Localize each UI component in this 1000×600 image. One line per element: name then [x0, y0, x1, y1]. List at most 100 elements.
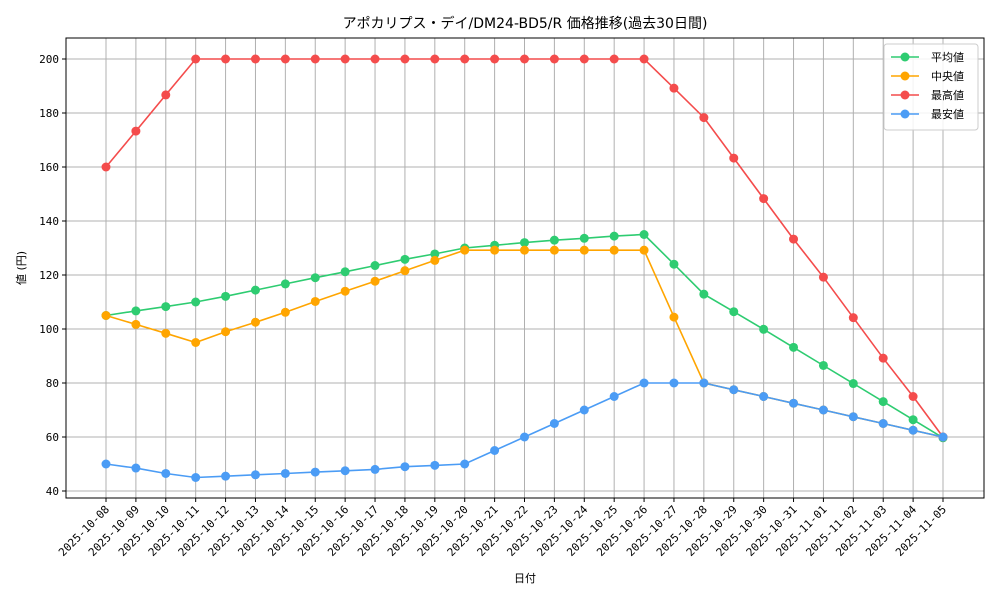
data-point	[310, 296, 320, 306]
data-point	[759, 194, 769, 204]
data-point	[848, 379, 858, 389]
legend-item: 平均値	[891, 51, 964, 64]
data-point	[131, 306, 141, 316]
data-point	[340, 286, 350, 296]
data-point	[280, 468, 290, 478]
data-point	[221, 471, 231, 481]
data-point	[579, 54, 589, 64]
data-point	[460, 459, 470, 469]
data-point	[878, 353, 888, 363]
data-point	[789, 234, 799, 244]
data-point	[729, 153, 739, 163]
data-point	[699, 378, 709, 388]
y-tick-label: 180	[39, 107, 59, 120]
data-point	[669, 259, 679, 269]
data-point	[250, 317, 260, 327]
data-point	[101, 459, 111, 469]
data-point	[848, 412, 858, 422]
x-axis-label: 日付	[514, 572, 536, 585]
data-point	[370, 261, 380, 271]
data-point	[759, 392, 769, 401]
data-point	[161, 90, 171, 100]
data-point	[669, 378, 679, 388]
data-point	[549, 54, 559, 64]
data-point	[131, 126, 141, 136]
legend-item: 最安値	[891, 107, 964, 121]
data-point	[609, 245, 619, 255]
data-point	[400, 462, 410, 472]
data-point	[460, 245, 470, 255]
data-point	[699, 289, 709, 299]
data-point	[490, 54, 500, 64]
data-point	[848, 313, 858, 323]
data-point	[878, 397, 888, 407]
y-tick-label: 60	[46, 431, 59, 444]
data-point	[161, 468, 171, 478]
data-point	[579, 245, 589, 255]
legend-item: 中央値	[891, 70, 964, 83]
data-point	[280, 279, 290, 289]
data-point	[908, 415, 918, 425]
data-point	[340, 54, 350, 64]
data-point	[430, 54, 440, 64]
data-point	[250, 285, 260, 295]
data-point	[878, 419, 888, 428]
data-point	[789, 342, 799, 352]
data-point	[609, 54, 619, 64]
legend-item: 最高値	[891, 88, 964, 102]
data-point	[370, 54, 380, 64]
data-point	[191, 297, 201, 307]
data-point	[908, 425, 918, 435]
data-point	[221, 291, 231, 301]
y-tick-label: 140	[39, 215, 59, 228]
data-point	[490, 245, 500, 255]
data-point	[639, 245, 649, 255]
data-point	[101, 311, 111, 320]
data-point	[280, 307, 290, 317]
series-3	[101, 378, 948, 482]
legend-label: 中央値	[931, 70, 964, 83]
data-point	[520, 238, 529, 248]
data-point	[280, 54, 290, 64]
legend-label: 最高値	[931, 88, 964, 102]
data-point	[520, 432, 529, 442]
legend-marker-icon	[900, 71, 910, 81]
data-point	[221, 54, 231, 64]
legend-marker-icon	[900, 52, 910, 62]
data-point	[101, 162, 111, 172]
data-point	[549, 419, 559, 428]
x-axis-ticks: 2025-10-082025-10-092025-10-102025-10-11…	[56, 498, 949, 559]
legend-label: 平均値	[931, 51, 964, 64]
data-point	[490, 446, 500, 455]
data-point	[520, 245, 529, 255]
data-point	[250, 54, 260, 64]
data-point	[221, 327, 231, 337]
data-point	[639, 378, 649, 388]
data-point	[549, 235, 559, 245]
data-point	[400, 254, 410, 264]
y-tick-label: 160	[39, 161, 59, 174]
data-series	[101, 54, 948, 482]
grid-lines	[66, 38, 984, 498]
y-tick-label: 100	[39, 323, 59, 336]
data-point	[310, 467, 320, 477]
data-point	[699, 113, 709, 123]
data-point	[639, 230, 649, 239]
y-tick-label: 80	[46, 377, 59, 390]
data-point	[131, 463, 141, 473]
data-point	[131, 319, 141, 329]
data-point	[310, 54, 320, 64]
chart-title: アポカリプス・デイ/DM24-BD5/R 価格推移(過去30日間)	[343, 15, 708, 32]
data-point	[669, 312, 679, 322]
y-tick-label: 40	[46, 485, 59, 498]
data-point	[729, 307, 739, 317]
data-point	[818, 272, 828, 282]
data-point	[579, 233, 589, 243]
data-point	[430, 249, 440, 259]
data-point	[938, 432, 948, 442]
y-axis-label: 値 (円)	[15, 251, 28, 285]
data-point	[370, 464, 380, 474]
data-point	[250, 470, 260, 480]
data-point	[191, 473, 201, 482]
